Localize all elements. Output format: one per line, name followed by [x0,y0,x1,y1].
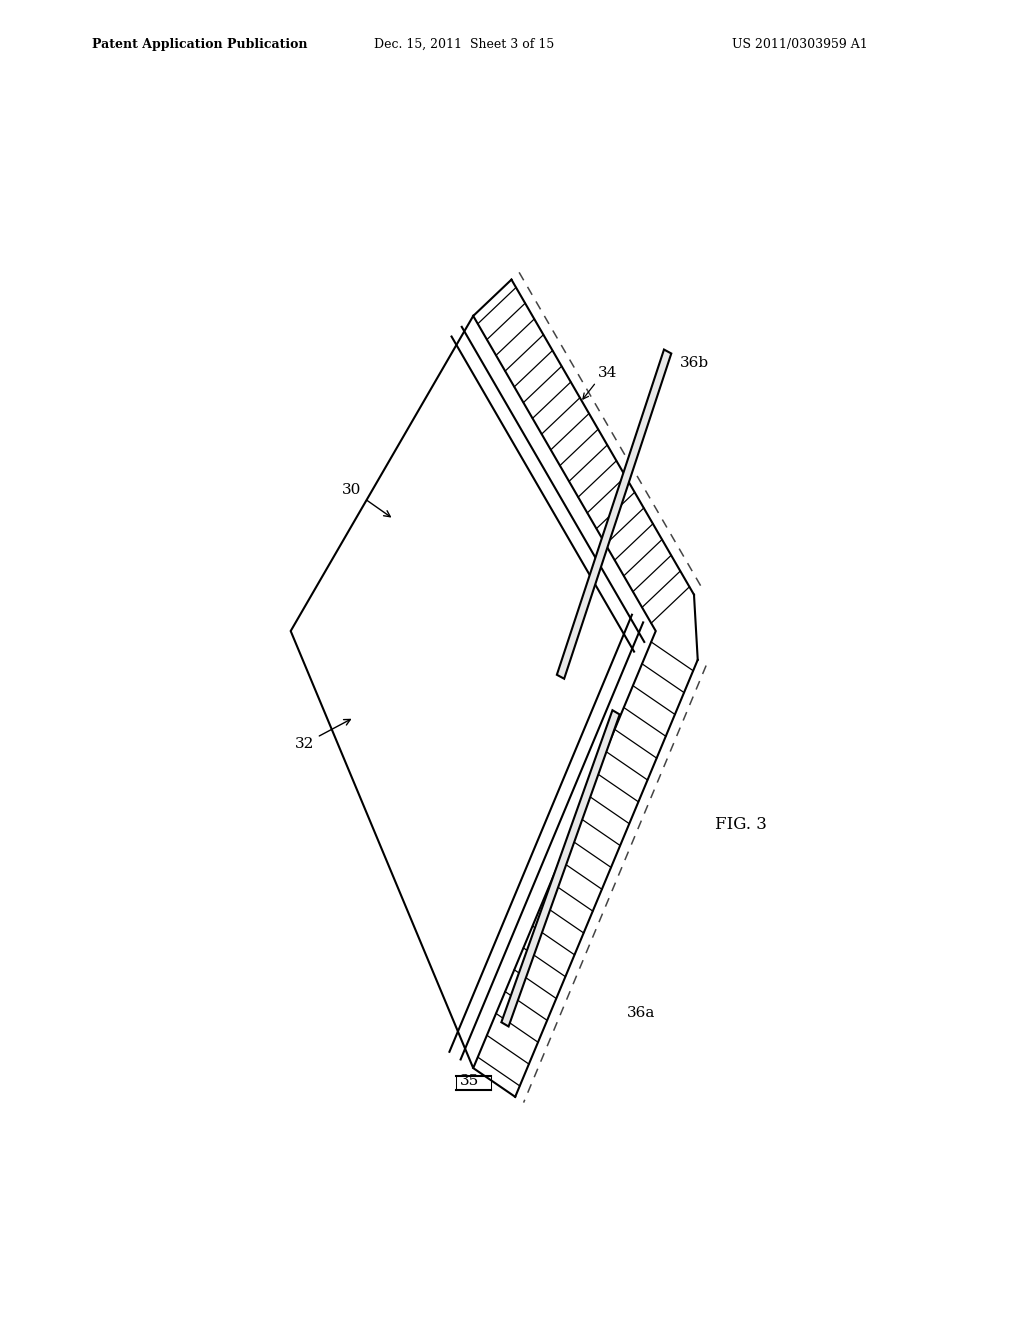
Polygon shape [502,710,620,1027]
Text: 34: 34 [598,366,617,380]
Text: Dec. 15, 2011  Sheet 3 of 15: Dec. 15, 2011 Sheet 3 of 15 [374,37,554,50]
Text: 36a: 36a [627,1006,654,1020]
Text: 30: 30 [342,483,390,516]
Polygon shape [557,350,672,678]
Text: 35: 35 [460,1074,479,1089]
Text: US 2011/0303959 A1: US 2011/0303959 A1 [732,37,868,50]
Text: 32: 32 [295,719,350,751]
Text: 36b: 36b [680,356,709,370]
Polygon shape [291,315,655,1068]
Text: Patent Application Publication: Patent Application Publication [92,37,307,50]
Text: FIG. 3: FIG. 3 [715,816,767,833]
